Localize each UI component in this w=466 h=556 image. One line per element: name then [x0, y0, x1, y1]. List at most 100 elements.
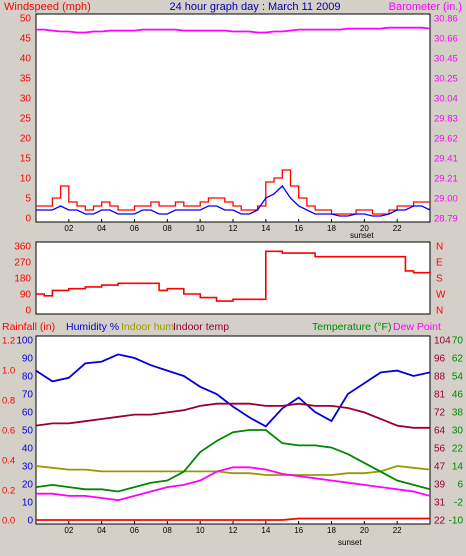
humidity-tick: 60: [22, 408, 34, 419]
temp-left-tick: 39: [434, 480, 446, 491]
series-gust: [36, 169, 430, 215]
x-axis-top: 02 04 06 08 10 12 14 16 18 20 22: [64, 219, 402, 233]
x-tick-label: 08: [163, 224, 172, 233]
sunset-label-top: sunset: [350, 231, 374, 240]
series-humidity: [35, 353, 431, 428]
wind-tick: 35: [20, 74, 32, 85]
x-tick-label: 18: [327, 526, 336, 535]
barometer-tick: 29.21: [434, 174, 458, 185]
temp-axis-right: -10 -2 6 14 22 30 38 46 54 62 70: [449, 336, 464, 527]
x-tick-label: 22: [393, 526, 402, 535]
wind-axis: 0 5 10 15 20 25 30 35 40 45 50: [20, 14, 32, 225]
wind-tick: 20: [20, 134, 32, 145]
temp-right-tick: 70: [452, 336, 464, 347]
barometer-tick: 29.00: [434, 194, 458, 205]
wind-tick: 25: [20, 114, 32, 125]
rainfall-label: Rainfall (in): [2, 321, 55, 333]
series-indoor-temp: [35, 402, 430, 429]
rain-tick: 0.2: [2, 486, 15, 497]
indoor-temp-label: Indoor temp: [173, 321, 229, 333]
wind-tick: 40: [20, 54, 32, 65]
series-rainfall-in: [36, 517, 430, 521]
temp-right-tick: 38: [452, 408, 464, 419]
humidity-tick: 20: [22, 480, 34, 491]
temp-right-tick: 46: [452, 390, 464, 401]
humidity-tick: 40: [22, 444, 34, 455]
temperature-label: Temperature (°F): [312, 321, 391, 333]
direction-tick: 90: [20, 290, 32, 301]
wind-tick: 50: [20, 14, 32, 25]
barometer-tick: 29.62: [434, 134, 458, 145]
wind-tick: 0: [25, 214, 31, 225]
barometer-tick: 30.66: [434, 34, 458, 45]
x-tick-label: 14: [261, 526, 270, 535]
compass-tick: E: [436, 258, 443, 269]
temp-left-tick: 56: [434, 444, 446, 455]
x-tick-label: 12: [229, 526, 238, 535]
humidity-tick: 80: [22, 372, 34, 383]
x-tick-label: 06: [130, 224, 139, 233]
temp-right-tick: 54: [452, 372, 464, 383]
humidity-tick: 90: [22, 354, 34, 365]
indoor-hum-label: Indoor hum: [121, 321, 174, 333]
rain-tick: 0.4: [2, 456, 15, 467]
compass-tick: W: [436, 290, 446, 301]
x-tick-label: 04: [97, 224, 106, 233]
rain-tick: 1.0: [2, 366, 15, 377]
x-tick-label: 02: [64, 526, 73, 535]
temp-right-tick: 6: [457, 480, 463, 491]
x-axis-bottom: 02 04 06 08 10 12 14 16 18 20 22: [64, 521, 402, 535]
x-tick-label: 22: [393, 224, 402, 233]
temp-left-tick: 88: [434, 372, 446, 383]
series-wind-direction: [36, 250, 431, 302]
direction-series: [36, 250, 431, 302]
x-tick-label: 18: [327, 224, 336, 233]
compass-tick: S: [436, 274, 443, 285]
x-tick-label: 06: [130, 526, 139, 535]
direction-axis: 0 90 180 270 360: [14, 242, 31, 317]
plot-temp-hum: [35, 335, 431, 525]
barometer-tick: 30.86: [434, 14, 458, 25]
barometer-tick: 30.04: [434, 94, 458, 105]
series-temperature-f: [35, 429, 431, 493]
barometer-tick: 29.83: [434, 114, 458, 125]
temp-right-tick: 14: [452, 462, 464, 473]
wind-tick: 30: [20, 94, 32, 105]
x-tick-label: 20: [360, 224, 369, 233]
temp-left-tick: 81: [434, 390, 446, 401]
x-tick-label: 14: [261, 224, 270, 233]
rain-tick: 1.2: [2, 336, 15, 347]
x-tick-label: 04: [97, 526, 106, 535]
temp-left-tick: 31: [434, 498, 446, 509]
humidity-tick: 100: [16, 336, 33, 347]
temp-right-tick: 62: [452, 354, 464, 365]
chart-title: 24 hour graph day : March 11 2009: [169, 1, 340, 13]
humidity-tick: 30: [22, 462, 34, 473]
temp-left-tick: 104: [434, 336, 451, 347]
x-tick-label: 12: [229, 224, 238, 233]
temp-right-tick: 30: [452, 426, 464, 437]
barometer-tick: 28.79: [434, 214, 458, 225]
direction-tick: 0: [25, 306, 31, 317]
humidity-label: Humidity %: [66, 321, 119, 333]
humidity-tick: 70: [22, 390, 34, 401]
temp-left-tick: 72: [434, 408, 446, 419]
barometer-label: Barometer (in.): [389, 1, 462, 13]
wind-tick: 5: [25, 194, 31, 205]
humidity-axis: 0 10 20 30 40 50 60 70 80 90 100: [16, 336, 33, 527]
wind-tick: 45: [20, 34, 32, 45]
series-average: [36, 184, 431, 217]
temp-left-tick: 47: [434, 462, 446, 473]
x-tick-label: 20: [360, 526, 369, 535]
barometer-tick: 30.45: [434, 54, 458, 65]
temp-right-tick: 22: [452, 444, 464, 455]
compass-tick: N: [436, 242, 443, 253]
direction-tick: 270: [14, 258, 31, 269]
x-tick-label: 16: [294, 224, 303, 233]
series-dew-point: [36, 466, 431, 502]
wind-tick: 15: [20, 154, 32, 165]
dew-point-label: Dew Point: [393, 321, 441, 333]
humidity-tick: 50: [22, 426, 34, 437]
